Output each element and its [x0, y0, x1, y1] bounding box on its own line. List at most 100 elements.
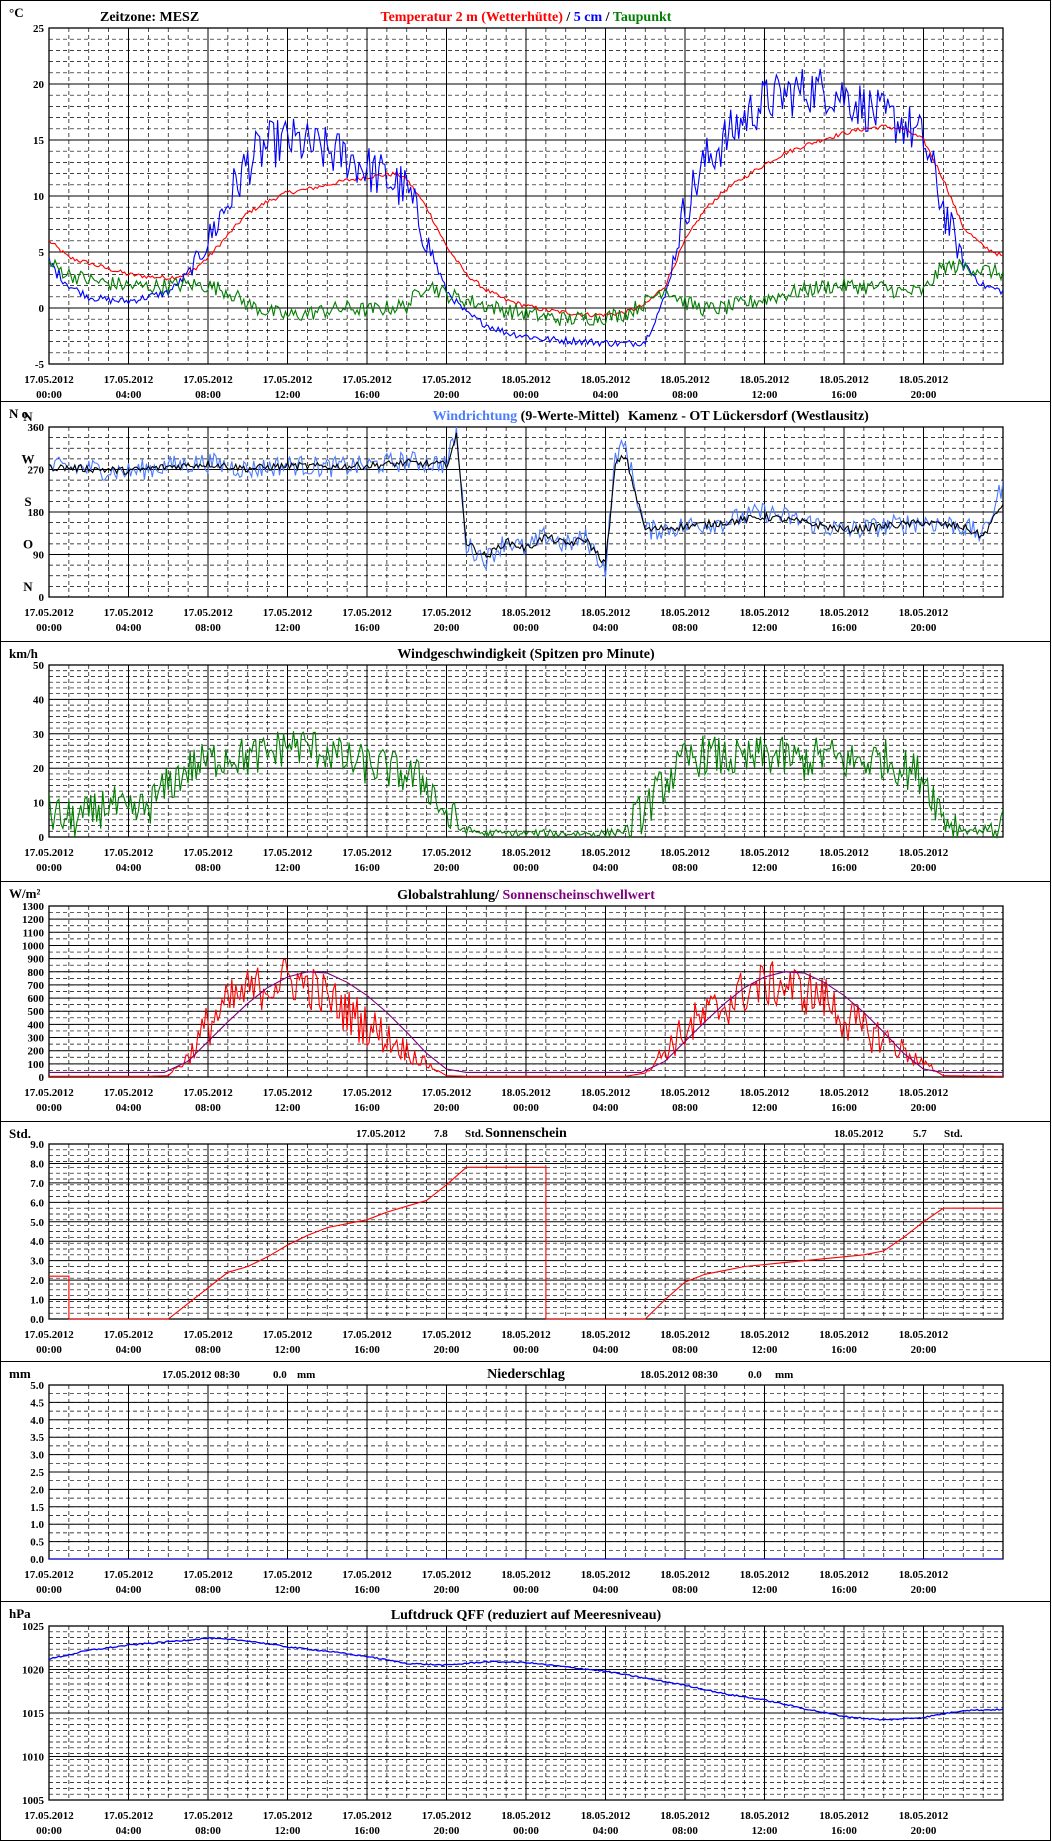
x-tick-date: 17.05.2012 [183, 607, 233, 619]
x-tick-date: 17.05.2012 [183, 374, 233, 386]
x-tick-date: 17.05.2012 [342, 847, 392, 859]
x-tick-date: 18.05.2012 [899, 374, 949, 386]
x-tick-time: 08:00 [195, 1102, 221, 1114]
x-tick-time: 16:00 [354, 1102, 380, 1114]
chart-title: Luftdruck QFF (reduziert auf Meeresnivea… [391, 1608, 662, 1623]
x-tick-time: 00:00 [513, 389, 539, 401]
x-tick-time: 16:00 [831, 1102, 857, 1114]
x-tick-date: 18.05.2012 [899, 1087, 949, 1099]
series-line-1 [49, 958, 1003, 1077]
y-tick-label: 90 [33, 550, 45, 562]
x-tick-time: 00:00 [36, 622, 62, 634]
chart-title: Sonnenschein [485, 1126, 567, 1141]
x-tick-time: 16:00 [354, 1344, 380, 1356]
x-tick-date: 17.05.2012 [422, 1569, 472, 1581]
y-tick-label: 0 [39, 832, 45, 844]
plot-area [48, 1625, 1004, 1801]
y-tick-label: 15 [33, 135, 45, 147]
x-tick-time: 00:00 [36, 1344, 62, 1356]
x-tick-time: 12:00 [275, 862, 301, 874]
y-tick-label: 500 [28, 1006, 45, 1018]
x-tick-time: 08:00 [195, 389, 221, 401]
x-tick-time: 12:00 [275, 1584, 301, 1596]
x-tick-date: 17.05.2012 [342, 374, 392, 386]
x-tick-date: 17.05.2012 [422, 374, 472, 386]
plot-area [48, 905, 1004, 1078]
x-tick-time: 08:00 [195, 1584, 221, 1596]
x-tick-date: 18.05.2012 [581, 1810, 631, 1822]
chart-title-part: Luftdruck QFF (reduziert auf Meeresnivea… [391, 1608, 662, 1623]
x-tick-date: 18.05.2012 [581, 374, 631, 386]
x-tick-date: 18.05.2012 [660, 607, 710, 619]
x-tick-date: 18.05.2012 [740, 1087, 790, 1099]
y-tick-label: 25 [33, 23, 45, 35]
y-tick-label: 2.0 [30, 1484, 44, 1496]
y-tick-label: 1200 [22, 914, 45, 926]
y-tick-label: 8.0 [30, 1158, 44, 1170]
x-tick-time: 08:00 [195, 1825, 221, 1837]
x-tick-time: 00:00 [36, 862, 62, 874]
y-unit-label: km/h [9, 646, 39, 661]
y-tick-label: 360 [28, 422, 45, 434]
x-tick-time: 04:00 [593, 862, 619, 874]
y-tick-label: 700 [28, 980, 45, 992]
x-tick-time: 16:00 [831, 389, 857, 401]
y-tick-label: 3.0 [30, 1450, 44, 1462]
x-tick-time: 04:00 [593, 622, 619, 634]
x-tick-date: 17.05.2012 [104, 1087, 154, 1099]
chart-title-part: 5 cm [574, 10, 603, 25]
x-tick-date: 17.05.2012 [104, 1329, 154, 1341]
x-tick-date: 17.05.2012 [183, 1087, 233, 1099]
chart-title-part: Globalstrahlung/ [397, 888, 502, 903]
x-tick-date: 18.05.2012 [819, 1810, 869, 1822]
panel-5: 0.01.02.03.04.05.06.07.08.09.0Std.17.05.… [0, 1121, 1051, 1362]
x-tick-date: 18.05.2012 [819, 1087, 869, 1099]
y-tick-label: 7.0 [30, 1178, 44, 1190]
x-tick-date: 17.05.2012 [422, 1087, 472, 1099]
timezone-note: Zeitzone: MESZ [100, 10, 199, 25]
y-tick-label: 1.0 [30, 1295, 44, 1307]
x-tick-date: 18.05.2012 [501, 847, 551, 859]
x-tick-date: 18.05.2012 [660, 1087, 710, 1099]
x-tick-date: 17.05.2012 [104, 1810, 154, 1822]
x-tick-date: 18.05.2012 [819, 374, 869, 386]
x-tick-date: 18.05.2012 [581, 1569, 631, 1581]
plot-area [48, 426, 1004, 598]
y-tick-label: 400 [28, 1019, 45, 1031]
y-tick-label: 0.0 [30, 1314, 44, 1326]
x-tick-date: 18.05.2012 [740, 1329, 790, 1341]
day2-unit: Std. [944, 1128, 963, 1140]
x-tick-date: 17.05.2012 [342, 607, 392, 619]
y-tick-label: 200 [28, 1046, 45, 1058]
x-tick-date: 18.05.2012 [581, 1087, 631, 1099]
y-tick-label: 300 [28, 1033, 45, 1045]
y-tick-label: 9.0 [30, 1139, 44, 1151]
x-tick-time: 16:00 [831, 1825, 857, 1837]
chart-title-part: Windgeschwindigkeit (Spitzen pro Minute) [397, 647, 655, 662]
y-tick-label: 4.0 [30, 1236, 44, 1248]
x-tick-date: 18.05.2012 [581, 847, 631, 859]
plot-grid [48, 1384, 1004, 1560]
y-unit-label: W/m² [9, 886, 40, 901]
x-tick-time: 16:00 [831, 1584, 857, 1596]
chart-title-part: Niederschlag [487, 1367, 565, 1382]
plot-grid [48, 905, 1004, 1078]
compass-letter: S [24, 494, 31, 509]
x-tick-time: 12:00 [752, 389, 778, 401]
x-tick-time: 12:00 [275, 1102, 301, 1114]
x-tick-time: 04:00 [116, 862, 142, 874]
x-tick-time: 12:00 [752, 1344, 778, 1356]
plot-area [48, 1143, 1004, 1320]
y-tick-label: 1000 [22, 940, 45, 952]
x-tick-time: 16:00 [354, 389, 380, 401]
y-tick-label: 5.0 [30, 1380, 44, 1392]
x-tick-date: 17.05.2012 [104, 1569, 154, 1581]
x-tick-time: 16:00 [831, 1344, 857, 1356]
x-tick-date: 17.05.2012 [422, 1810, 472, 1822]
plot-grid [48, 426, 1004, 598]
plot-area [48, 27, 1004, 365]
x-tick-time: 08:00 [672, 1344, 698, 1356]
x-tick-time: 00:00 [513, 1344, 539, 1356]
day2-date: 18.05.2012 [834, 1128, 884, 1140]
x-tick-time: 16:00 [354, 1584, 380, 1596]
